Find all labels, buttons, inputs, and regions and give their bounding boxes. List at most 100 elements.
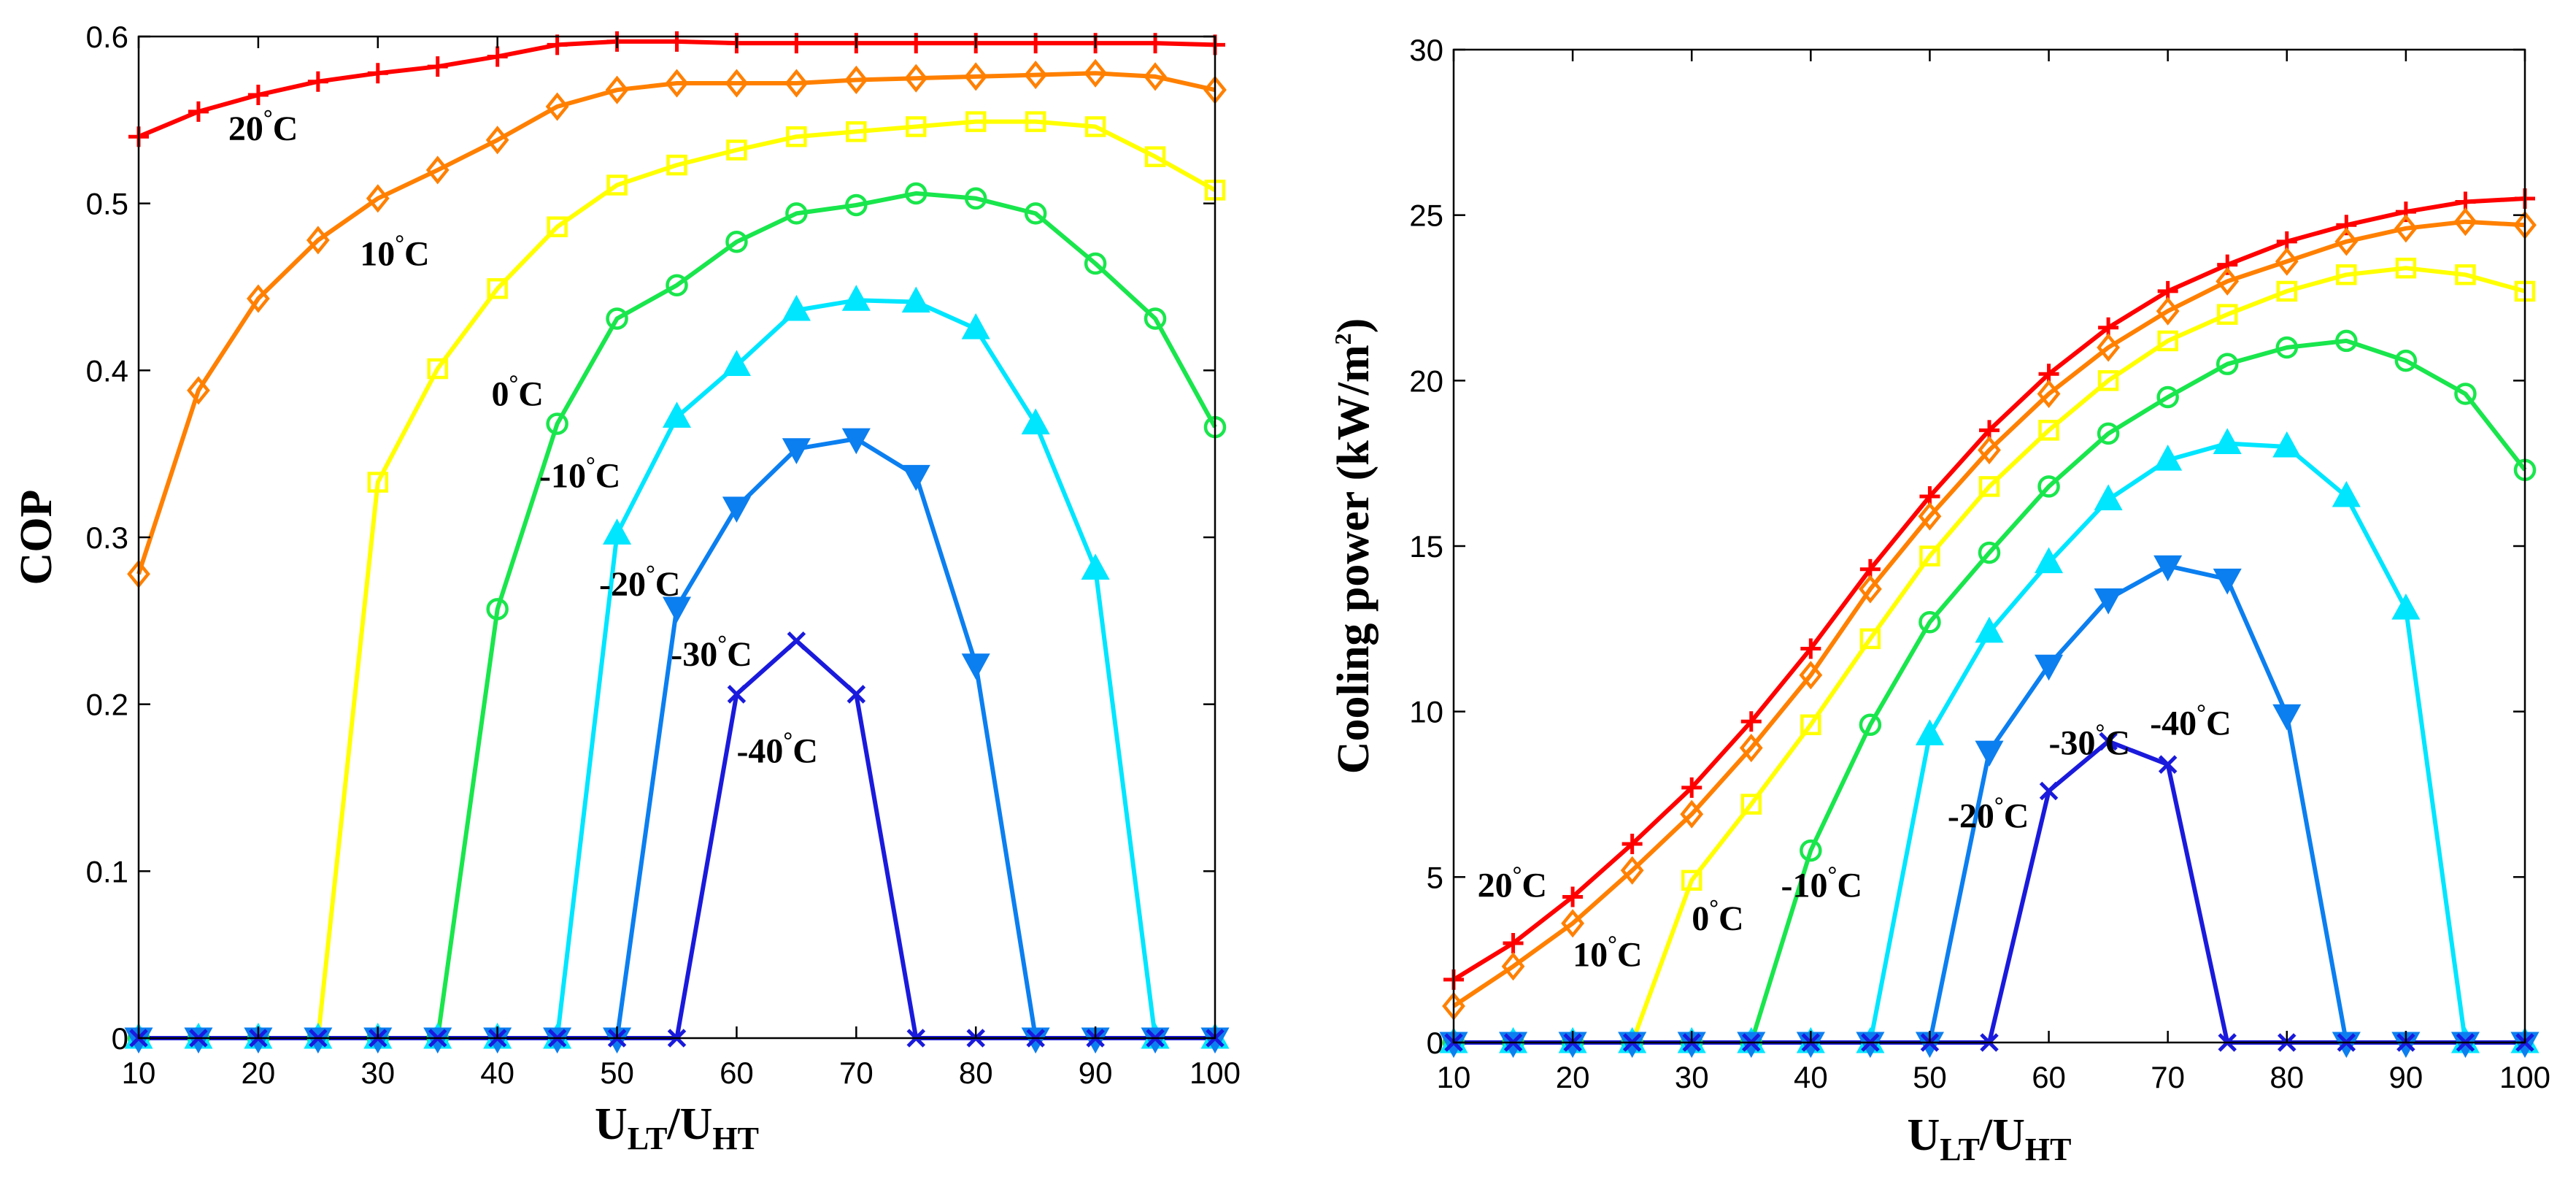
x-tick-label: 90 [2389, 1060, 2423, 1094]
series-point--20°C [961, 313, 990, 339]
series-point--40°C [2039, 781, 2059, 801]
series-point--40°C [727, 685, 747, 704]
series-point--10°C [2037, 475, 2060, 498]
series-point--20°C [2272, 431, 2302, 458]
series-point-0°C [1859, 628, 1881, 650]
series-point-10°C [1620, 856, 1644, 885]
y-tick-label: 10 [1409, 695, 1443, 729]
series-point-10°C [2453, 207, 2477, 237]
cop-x-tick-labels: 10 20 30 40 50 60 70 80 90 100 [122, 1056, 1241, 1090]
x-tick-label: 60 [2032, 1060, 2066, 1094]
series-point-0°C [906, 116, 927, 137]
series-point-10°C [1144, 62, 1167, 91]
series-point--10°C [785, 202, 808, 225]
series-point-10°C [904, 64, 928, 93]
series-point-10°C [1680, 799, 1704, 829]
series-point-10°C [485, 126, 509, 155]
series-point--10°C [905, 182, 928, 205]
series-point-0°C [786, 126, 807, 147]
series-point-20°C [1800, 638, 1821, 659]
y-tick-label: 0.2 [86, 688, 128, 722]
y-tick-label: 0.3 [86, 521, 128, 555]
series-point--20°C [2391, 594, 2421, 620]
series-point-10°C [1918, 502, 1942, 531]
series-point--30°C [901, 464, 930, 491]
series-point--20°C [1081, 553, 1110, 580]
x-tick-label: 100 [1189, 1056, 1241, 1090]
x-tick-label: 20 [1556, 1060, 1590, 1094]
series-point--40°C [847, 685, 866, 704]
cop-tick-marks [137, 35, 1216, 1040]
y-tick-label: 0.6 [86, 20, 128, 54]
series-point--30°C [782, 438, 811, 464]
series-point-0°C [666, 154, 687, 176]
series-point--10°C [964, 187, 987, 210]
x-tick-label: 20 [242, 1056, 276, 1090]
y-tick-label: 30 [1409, 33, 1443, 67]
x-tick-label: 80 [959, 1056, 993, 1090]
cooling-power-chart: 20°C 10°C 0°C -10°C -30°C -40°C -20°C 10 20 30 40… [1329, 33, 2550, 1167]
series-point-20°C [487, 46, 508, 67]
series-point-0°C [487, 278, 508, 299]
y-tick-label: 15 [1409, 529, 1443, 564]
x-tick-label: 30 [360, 1056, 395, 1090]
series-point-10°C [187, 376, 210, 405]
series-point--20°C [603, 518, 632, 545]
series-point-0°C [1681, 869, 1702, 891]
series-point--10°C [1978, 541, 2001, 564]
series-point-10°C [1024, 61, 1048, 90]
series-point-20°C [188, 101, 209, 122]
series-point-10°C [425, 155, 450, 185]
series-point--20°C [722, 350, 751, 376]
series-point--20°C [1915, 719, 1944, 745]
cop-y-axis-label: COP [12, 490, 61, 585]
series-point--20°C [1021, 408, 1050, 435]
series-point-10°C [1858, 575, 1882, 604]
temperature-annotation: -20°C [599, 560, 680, 604]
series-point--10°C [2216, 353, 2239, 375]
temperature-annotation: 20°C [1478, 861, 1547, 905]
cop-x-axis-label: ULT/UHT [595, 1099, 759, 1156]
series-point--10°C [546, 412, 568, 435]
x-tick-label: 80 [2270, 1060, 2304, 1094]
series-point--30°C [2035, 654, 2064, 681]
x-tick-label: 50 [1913, 1060, 1947, 1094]
series-point--20°C [841, 285, 871, 311]
power-annotations: 20°C 10°C 0°C -10°C -30°C -40°C -20°C [1478, 699, 2232, 974]
y-tick-label: 25 [1409, 199, 1443, 233]
series-point--10°C [1144, 307, 1167, 330]
series-point--20°C [2035, 547, 2064, 574]
temperature-annotation: 10°C [360, 229, 429, 273]
series-point-0°C [2038, 420, 2059, 441]
y-tick-label: 0.4 [86, 353, 128, 388]
power-tick-marks [1452, 48, 2526, 1044]
series-point-10°C [1739, 733, 1763, 763]
series-point-10°C [1501, 952, 1525, 981]
series-point--10°C [2097, 422, 2120, 445]
series-point-10°C [964, 62, 988, 91]
x-tick-label: 10 [1437, 1060, 1471, 1094]
series-point-20°C [307, 71, 328, 92]
series-point-10°C [306, 226, 330, 255]
series-point--40°C [787, 631, 806, 650]
series-point-20°C [247, 85, 269, 106]
series-point-10°C [1978, 435, 2001, 465]
temperature-annotation: 20°C [228, 104, 298, 148]
series-line-10°C [136, 71, 1216, 575]
x-tick-label: 90 [1079, 1056, 1113, 1090]
series-point-10°C [2334, 227, 2359, 256]
power-x-axis-label: ULT/UHT [1907, 1110, 2071, 1167]
series-point--10°C [1918, 611, 1941, 634]
series-point--30°C [662, 596, 692, 623]
series-point-0°C [2455, 264, 2476, 285]
series-point--40°C [2099, 732, 2118, 751]
series-point-10°C [2216, 266, 2240, 296]
x-tick-label: 60 [720, 1056, 754, 1090]
series-point-20°C [666, 31, 687, 52]
series-point-10°C [366, 184, 390, 213]
series-point-20°C [427, 56, 448, 77]
y-tick-label: 20 [1409, 364, 1443, 398]
series-line-10°C [1452, 219, 2526, 1008]
cop-series-markers [124, 31, 1230, 1054]
